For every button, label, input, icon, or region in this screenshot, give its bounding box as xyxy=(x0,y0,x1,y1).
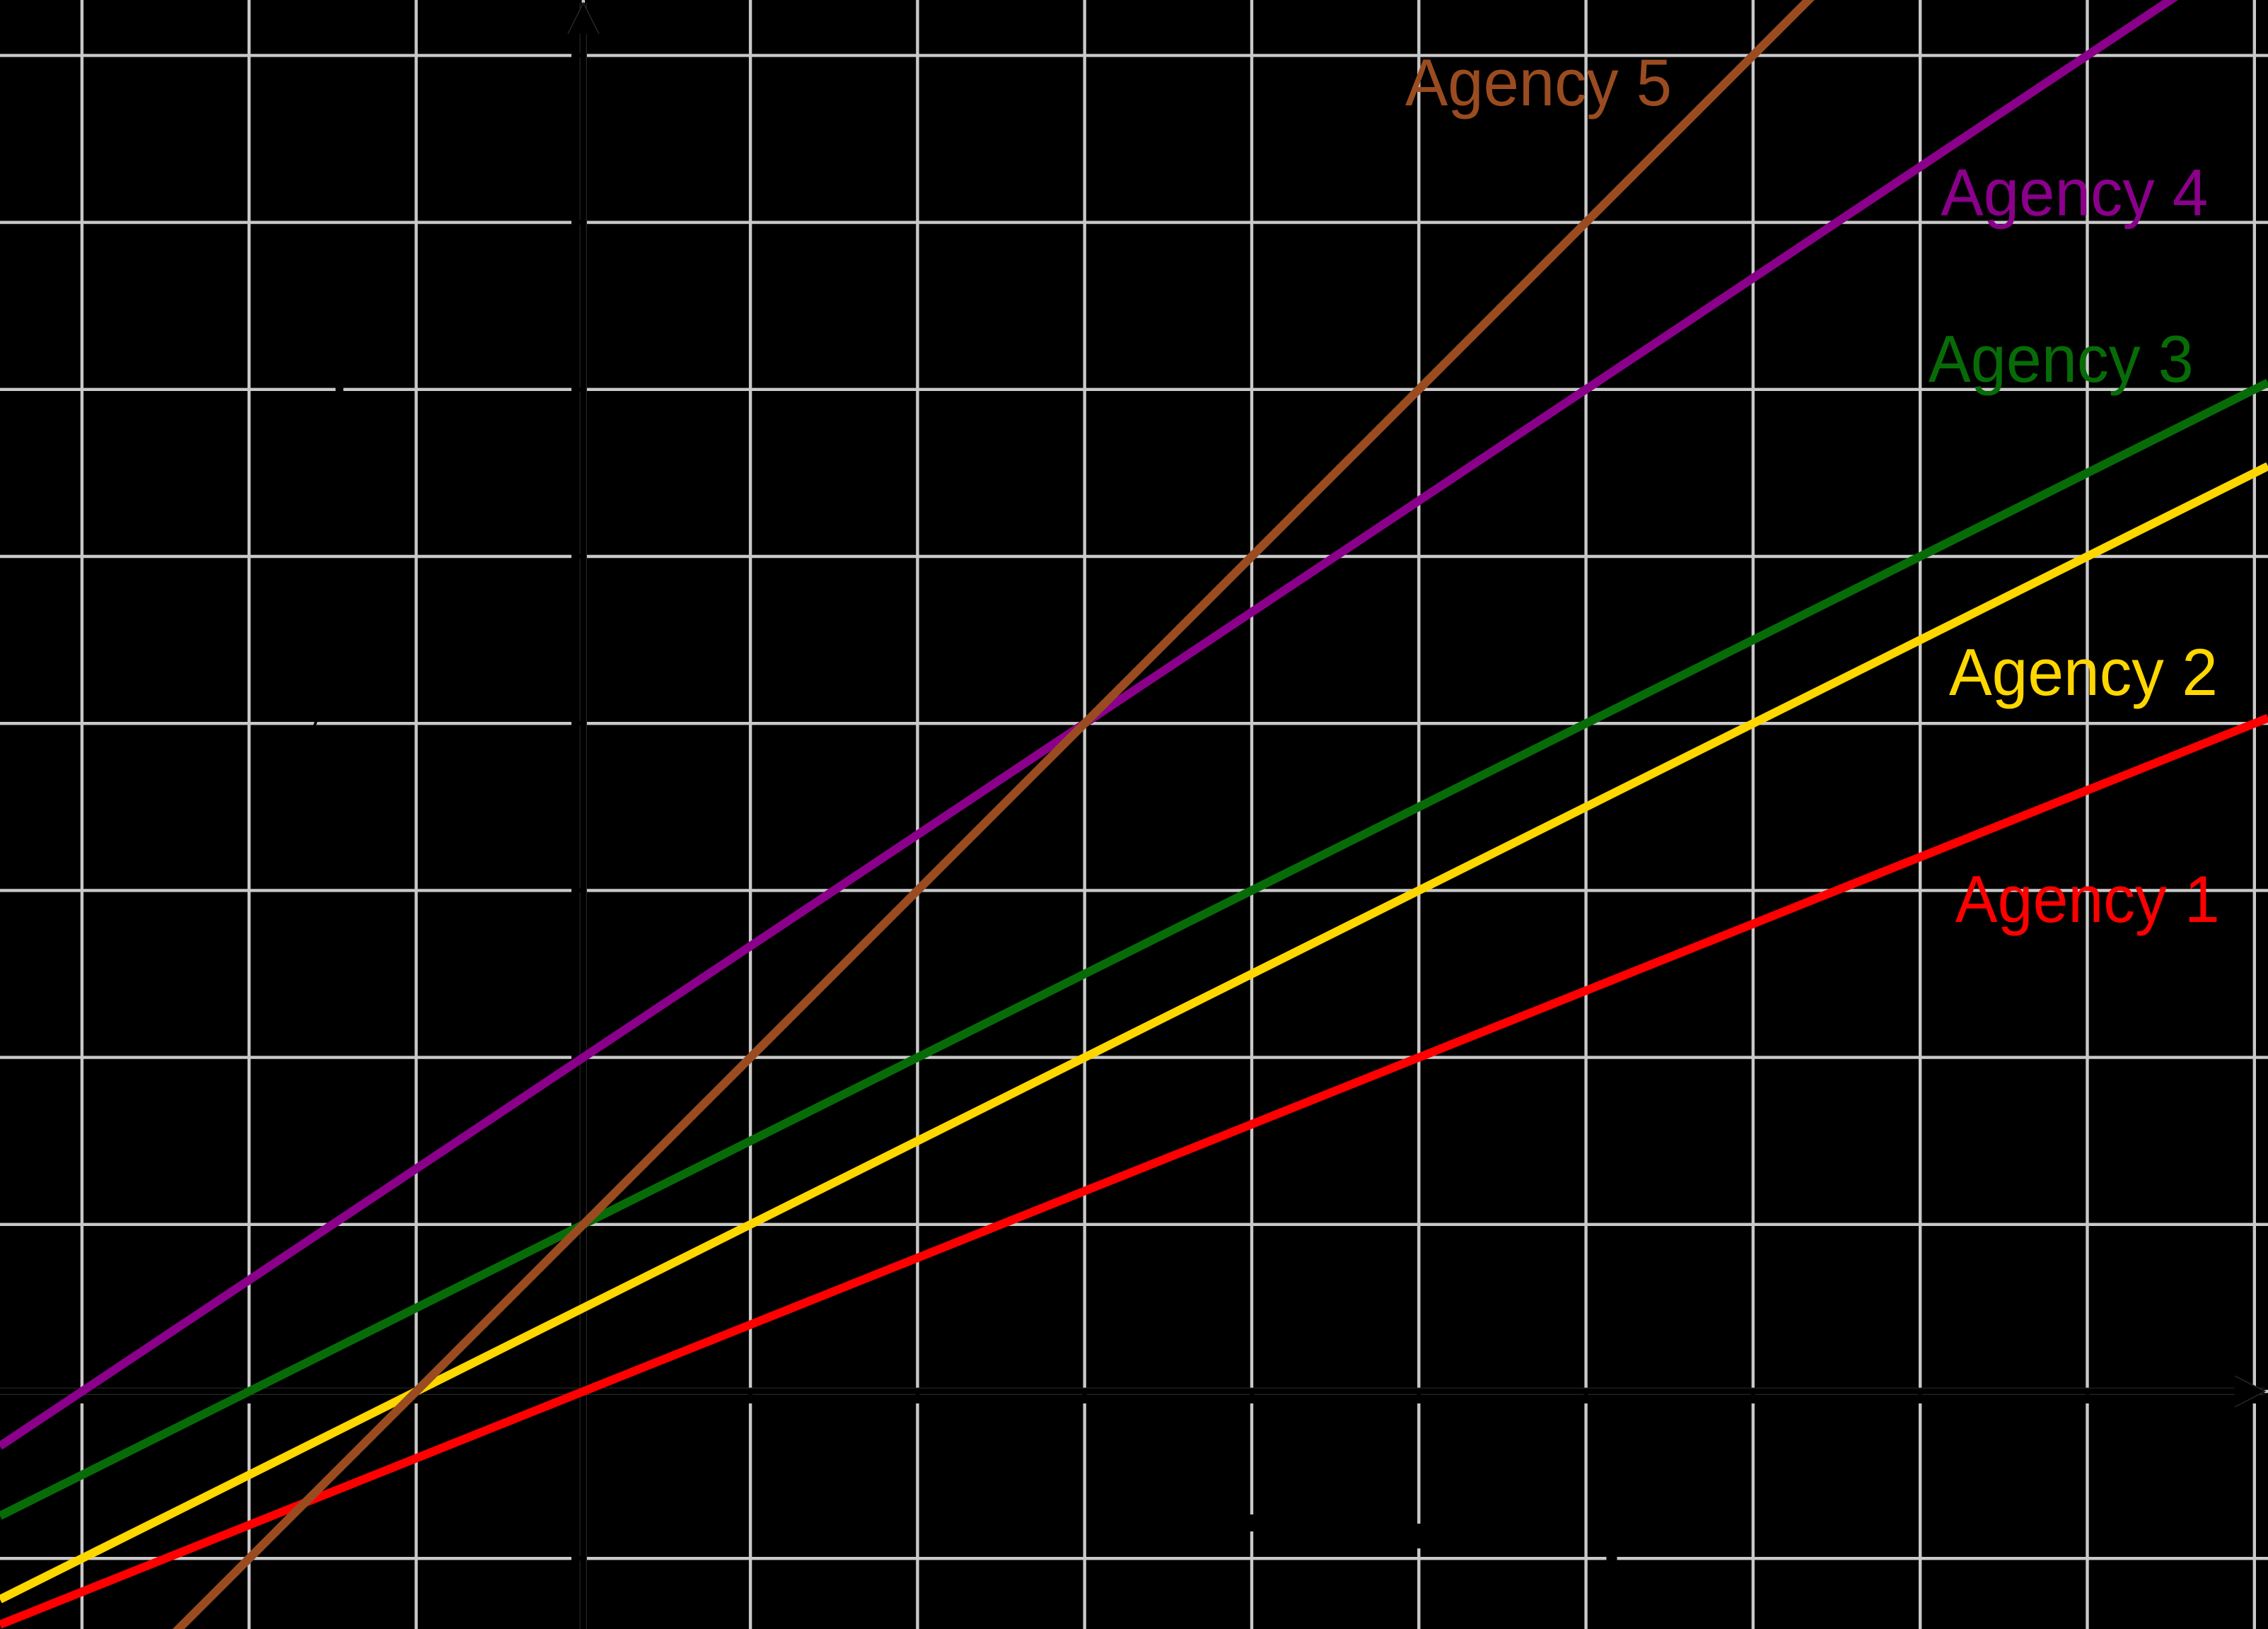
svg-text:Agency 2: Agency 2 xyxy=(1949,635,2218,709)
svg-text:Agency 1: Agency 1 xyxy=(1955,862,2220,936)
svg-text:Agency 4: Agency 4 xyxy=(1941,156,2208,230)
svg-text:Agency 3: Agency 3 xyxy=(1929,322,2194,396)
svg-text:Agency 5: Agency 5 xyxy=(1405,45,1672,119)
